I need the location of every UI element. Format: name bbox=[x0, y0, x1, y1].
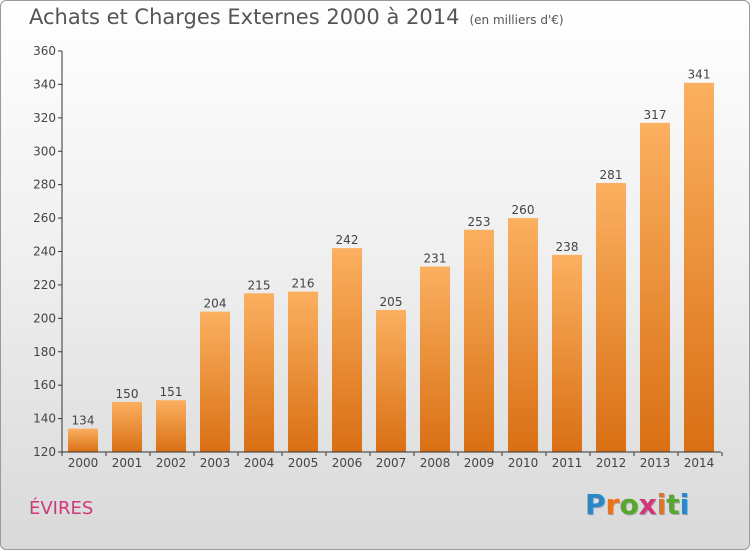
value-label-2002: 151 bbox=[160, 385, 183, 399]
logo-letter: r bbox=[605, 488, 620, 521]
x-tick-label-2009: 2009 bbox=[464, 456, 495, 470]
bar-2003 bbox=[200, 311, 230, 452]
bar-2010 bbox=[508, 218, 538, 452]
x-tick-label-2007: 2007 bbox=[376, 456, 407, 470]
x-tick-label-2014: 2014 bbox=[684, 456, 715, 470]
bar-2002 bbox=[156, 400, 186, 452]
logo-letter: i bbox=[679, 488, 690, 521]
bar-2001 bbox=[112, 401, 142, 452]
bar-2012 bbox=[596, 182, 626, 452]
value-label-2010: 260 bbox=[512, 203, 535, 217]
value-label-2001: 150 bbox=[116, 387, 139, 401]
x-tick-label-2010: 2010 bbox=[508, 456, 539, 470]
value-label-2008: 231 bbox=[424, 252, 447, 266]
x-tick-label-2011: 2011 bbox=[552, 456, 583, 470]
bar-2005 bbox=[288, 291, 318, 452]
x-tick-label-2012: 2012 bbox=[596, 456, 627, 470]
value-label-2009: 253 bbox=[468, 215, 491, 229]
value-label-2003: 204 bbox=[204, 297, 227, 311]
x-tick-label-2003: 2003 bbox=[200, 456, 231, 470]
chart-title-text: Achats et Charges Externes 2000 à 2014 bbox=[29, 5, 460, 29]
x-tick-label-2000: 2000 bbox=[68, 456, 99, 470]
x-tick-label-2013: 2013 bbox=[640, 456, 671, 470]
y-tick-label-140: 140 bbox=[33, 412, 56, 426]
value-label-2004: 215 bbox=[248, 278, 271, 292]
value-label-2012: 281 bbox=[600, 168, 623, 182]
value-label-2005: 216 bbox=[292, 277, 315, 291]
value-label-2013: 317 bbox=[644, 108, 667, 122]
y-tick-label-200: 200 bbox=[33, 311, 56, 325]
x-tick-label-2001: 2001 bbox=[112, 456, 143, 470]
logo-letter: P bbox=[585, 488, 606, 521]
bar-2009 bbox=[464, 229, 494, 452]
x-tick-label-2002: 2002 bbox=[156, 456, 187, 470]
y-tick-label-360: 360 bbox=[33, 44, 56, 58]
y-tick-label-160: 160 bbox=[33, 378, 56, 392]
logo-letter: t bbox=[666, 488, 680, 521]
y-tick-label-320: 320 bbox=[33, 111, 56, 125]
y-tick-label-240: 240 bbox=[33, 245, 56, 259]
value-label-2000: 134 bbox=[72, 414, 95, 428]
bar-2014 bbox=[684, 82, 714, 452]
y-tick-label-280: 280 bbox=[33, 178, 56, 192]
y-tick-label-220: 220 bbox=[33, 278, 56, 292]
logo-letter: i bbox=[656, 488, 667, 521]
y-tick-label-260: 260 bbox=[33, 211, 56, 225]
y-tick-label-120: 120 bbox=[33, 445, 56, 459]
x-tick-label-2006: 2006 bbox=[332, 456, 363, 470]
y-tick-label-340: 340 bbox=[33, 77, 56, 91]
value-label-2014: 341 bbox=[688, 68, 711, 82]
bar-2011 bbox=[552, 254, 582, 452]
bar-2013 bbox=[640, 122, 670, 453]
bar-2007 bbox=[376, 309, 406, 452]
y-tick-label-300: 300 bbox=[33, 144, 56, 158]
value-label-2006: 242 bbox=[336, 233, 359, 247]
value-label-2011: 238 bbox=[556, 240, 579, 254]
bar-2006 bbox=[332, 248, 362, 452]
logo-letter: o bbox=[619, 488, 639, 521]
x-tick-label-2005: 2005 bbox=[288, 456, 319, 470]
value-label-2007: 205 bbox=[380, 295, 403, 309]
bar-2000 bbox=[68, 428, 98, 452]
chart-unit: (en milliers d'€) bbox=[469, 13, 564, 27]
proxiti-logo: Proxiti bbox=[585, 488, 689, 521]
chart-title: Achats et Charges Externes 2000 à 2014 (e… bbox=[29, 5, 564, 29]
town-name: ÉVIRES bbox=[29, 498, 94, 519]
x-tick-label-2004: 2004 bbox=[244, 456, 275, 470]
bar-2004 bbox=[244, 293, 274, 452]
logo-letter: x bbox=[638, 488, 657, 521]
x-tick-label-2008: 2008 bbox=[420, 456, 451, 470]
bar-2008 bbox=[420, 266, 450, 452]
y-tick-label-180: 180 bbox=[33, 345, 56, 359]
